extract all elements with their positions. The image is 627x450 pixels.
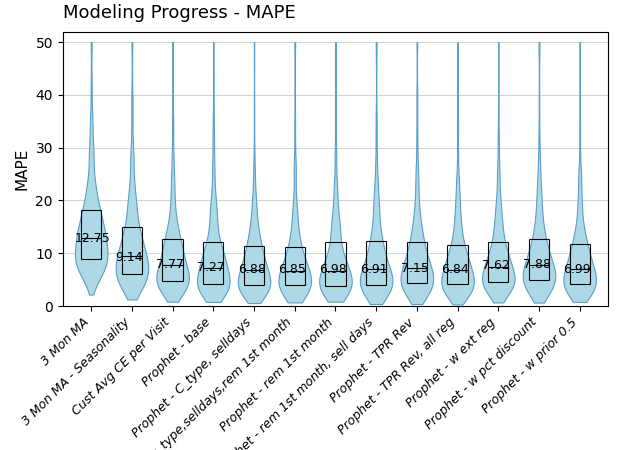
Text: 7.88: 7.88 [523,258,551,271]
Text: 7.62: 7.62 [482,259,510,272]
Text: 6.85: 6.85 [278,263,307,276]
Text: 6.84: 6.84 [441,263,469,276]
Text: 6.88: 6.88 [238,263,266,276]
Text: 12.75: 12.75 [75,232,110,245]
Text: 6.91: 6.91 [360,263,387,276]
Text: 6.99: 6.99 [564,263,591,275]
Text: 6.98: 6.98 [319,263,347,276]
Text: 7.27: 7.27 [197,261,225,274]
Text: Modeling Progress - MAPE: Modeling Progress - MAPE [63,4,295,22]
Text: 7.15: 7.15 [401,262,428,275]
Text: 7.77: 7.77 [156,258,184,271]
Text: 9.14: 9.14 [115,251,143,264]
Y-axis label: MAPE: MAPE [15,148,30,190]
